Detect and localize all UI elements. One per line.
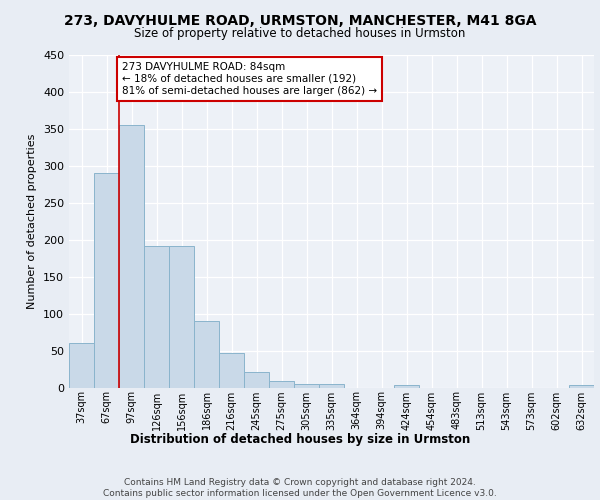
Bar: [294, 384, 319, 388]
Bar: [69, 343, 94, 388]
Text: Distribution of detached houses by size in Urmston: Distribution of detached houses by size …: [130, 432, 470, 446]
Bar: [144, 246, 169, 388]
Bar: [169, 246, 194, 388]
Text: 273 DAVYHULME ROAD: 84sqm
← 18% of detached houses are smaller (192)
81% of semi: 273 DAVYHULME ROAD: 84sqm ← 18% of detac…: [122, 62, 377, 96]
Bar: [119, 125, 144, 388]
Text: 273, DAVYHULME ROAD, URMSTON, MANCHESTER, M41 8GA: 273, DAVYHULME ROAD, URMSTON, MANCHESTER…: [64, 14, 536, 28]
Bar: [194, 321, 219, 388]
Text: Contains HM Land Registry data © Crown copyright and database right 2024.
Contai: Contains HM Land Registry data © Crown c…: [103, 478, 497, 498]
Bar: [244, 372, 269, 388]
Bar: [269, 381, 294, 388]
Bar: [219, 353, 244, 388]
Bar: [569, 384, 594, 388]
Text: Size of property relative to detached houses in Urmston: Size of property relative to detached ho…: [134, 28, 466, 40]
Bar: [394, 384, 419, 388]
Y-axis label: Number of detached properties: Number of detached properties: [28, 134, 37, 309]
Bar: [319, 384, 344, 388]
Bar: [94, 173, 119, 388]
